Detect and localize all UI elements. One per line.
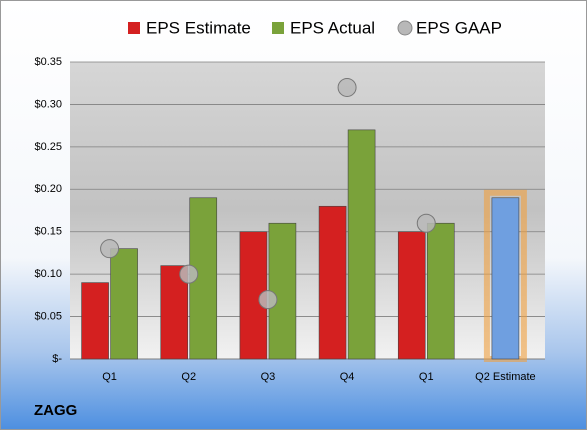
x-tick-label: Q3 (261, 371, 276, 383)
x-tick-label: Q1 (102, 371, 117, 383)
legend-marker (397, 20, 413, 36)
gaap-marker (179, 264, 199, 284)
bar (397, 231, 426, 360)
bar (426, 222, 455, 360)
bar (318, 205, 347, 360)
gaap-marker (337, 77, 357, 97)
gaap-marker (416, 213, 436, 233)
legend-marker (272, 22, 284, 34)
legend-label: EPS Estimate (146, 18, 251, 37)
bar (347, 129, 376, 360)
legend-label: EPS Actual (290, 18, 375, 37)
y-tick-label: $0.35 (34, 56, 62, 68)
x-tick-label: Q2 Estimate (475, 371, 536, 383)
y-tick-label: $0.10 (34, 268, 62, 280)
y-tick-label: $0.05 (34, 310, 62, 322)
bar (491, 197, 520, 360)
y-tick-label: $0.25 (34, 141, 62, 153)
footer: ZAGG (34, 402, 77, 419)
x-tick-label: Q4 (340, 371, 355, 383)
x-tick-label: Q2 (181, 371, 196, 383)
y-tick-label: $0.30 (34, 98, 62, 110)
gaap-marker (258, 290, 278, 310)
legend-marker (128, 22, 140, 34)
bar (268, 222, 297, 360)
y-tick-label: $0.20 (34, 183, 62, 195)
bar (81, 282, 109, 360)
bar (110, 248, 138, 360)
y-tick-label: $- (52, 353, 62, 365)
plot-area (70, 62, 545, 359)
legend-label: EPS GAAP (416, 18, 502, 37)
gaap-marker (100, 239, 120, 259)
x-tick-label: Q1 (419, 371, 434, 383)
y-tick-label: $0.15 (34, 226, 62, 238)
